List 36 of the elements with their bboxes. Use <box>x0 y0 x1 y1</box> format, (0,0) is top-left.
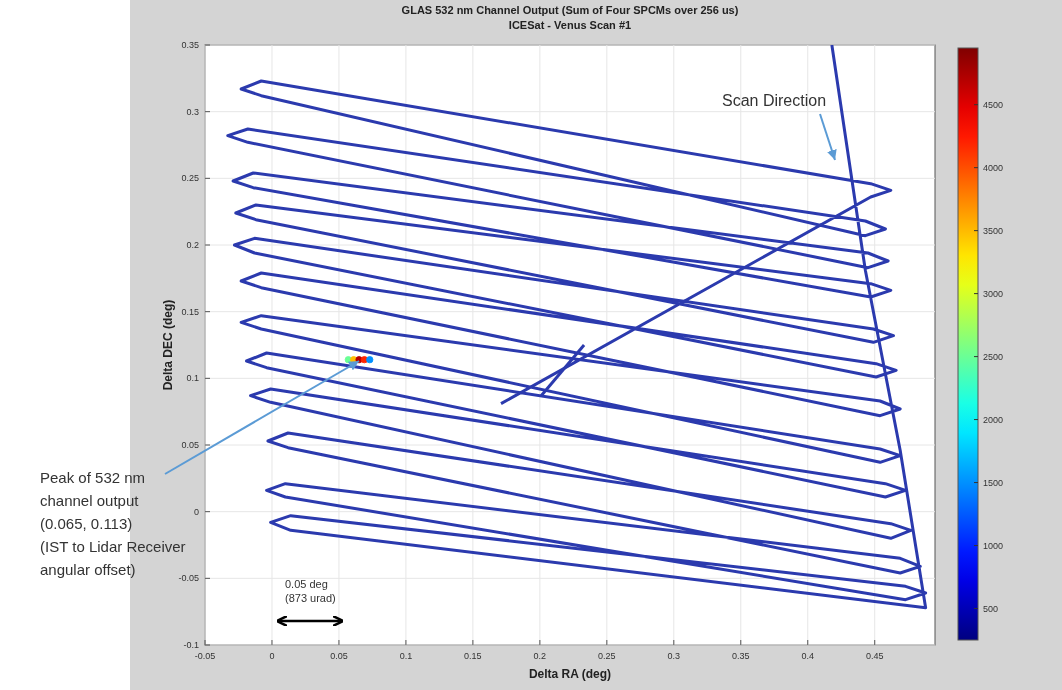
color-bar-label: 2000 <box>983 414 1004 425</box>
y-tick-label: -0.1 <box>183 640 199 650</box>
color-bar-label: 4500 <box>983 99 1004 110</box>
y-tick-label: 0.1 <box>186 373 199 384</box>
y-tick-label: 0.25 <box>181 173 199 184</box>
y-tick-label: 0.3 <box>186 106 199 117</box>
x-tick-label: 0.05 <box>330 651 348 661</box>
x-axis-title: Delta RA (deg) <box>528 667 612 681</box>
chart-subtitle: ICESat - Venus Scan #1 <box>508 19 632 31</box>
x-tick-label: 0.15 <box>464 651 482 661</box>
x-tick-label: 0.2 <box>533 651 547 661</box>
x-tick-label: 0.25 <box>598 651 616 661</box>
x-tick-label: 0.35 <box>732 651 750 661</box>
color-bar-label: 3500 <box>983 225 1004 236</box>
x-tick-label: 0 <box>269 651 275 661</box>
color-bar-label: 4000 <box>983 162 1004 173</box>
x-tick-label: 0.4 <box>801 651 815 661</box>
y-tick-label: 0 <box>193 506 199 517</box>
x-tick-label: 0.3 <box>667 651 681 661</box>
color-bar-label: 3000 <box>983 288 1004 299</box>
chart-title: GLAS 532 nm Channel Output (Sum of Four SPCMs over 256 us) <box>401 4 739 16</box>
y-tick-label: -0.05 <box>178 573 199 584</box>
color-bar-label: 500 <box>983 603 999 614</box>
annotation: Scan Direction <box>722 92 827 109</box>
color-bar-label: 1500 <box>983 477 1004 488</box>
color-bar-label: 1000 <box>983 540 1004 551</box>
x-tick-label: 0.1 <box>399 651 413 661</box>
annotation: 0.05 deg (873 urad) <box>285 578 336 604</box>
y-tick-label: 0.15 <box>181 306 199 317</box>
x-tick-label: -0.05 <box>194 651 216 661</box>
color-bar-label: 2500 <box>983 351 1004 362</box>
y-tick-label: 0.05 <box>181 440 199 450</box>
y-tick-label: 0.2 <box>186 240 199 250</box>
y-tick-label: 0.35 <box>181 40 199 50</box>
x-tick-label: 0.45 <box>865 651 884 661</box>
y-axis-title: Delta DEC (deg) <box>161 299 175 391</box>
